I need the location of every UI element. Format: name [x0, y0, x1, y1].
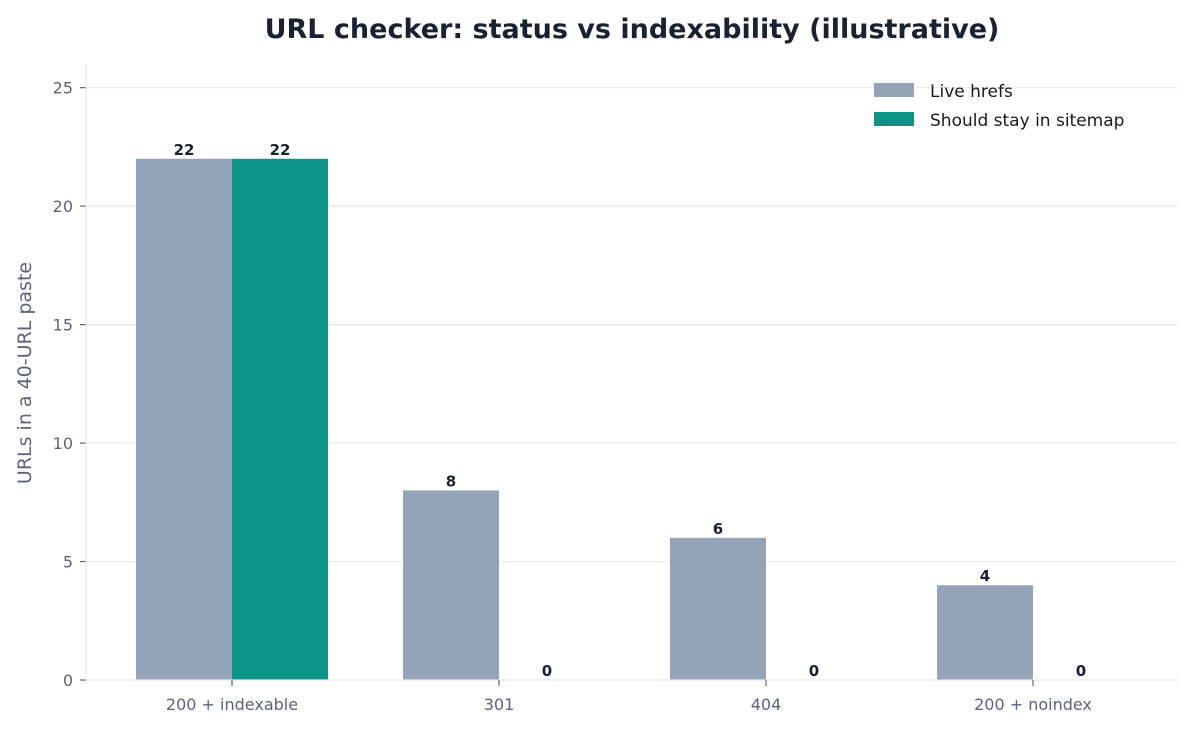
data-label: 22 — [174, 141, 195, 159]
legend-label: Should stay in sitemap — [930, 111, 1124, 131]
legend-swatch — [874, 83, 914, 97]
y-tick-label: 25 — [53, 79, 73, 98]
y-tick-label: 20 — [53, 197, 73, 216]
x-tick-label: 404 — [751, 695, 782, 714]
y-tick-label: 5 — [63, 553, 73, 572]
data-labels: 22 22 8 0 6 0 4 0 — [174, 141, 1087, 680]
y-axis-label: URLs in a 40-URL paste — [14, 262, 36, 484]
bar — [937, 585, 1033, 680]
legend-label: Live hrefs — [930, 82, 1013, 102]
data-label: 6 — [713, 520, 723, 538]
legend: Live hrefs Should stay in sitemap — [874, 82, 1124, 131]
y-tick-label: 10 — [53, 434, 73, 453]
data-label: 22 — [270, 141, 291, 159]
data-label: 0 — [809, 662, 819, 680]
legend-swatch — [874, 112, 914, 126]
data-label: 4 — [980, 567, 990, 585]
chart-title: URL checker: status vs indexability (ill… — [265, 14, 1000, 45]
bar — [670, 537, 766, 680]
y-tick-label: 15 — [53, 316, 73, 335]
data-label: 8 — [446, 472, 456, 490]
data-label: 0 — [542, 662, 552, 680]
bar — [232, 158, 328, 680]
axes: 0 5 10 15 20 25 200 + indexable 301 404 200 + noi… — [53, 64, 1178, 714]
x-tick-label: 200 + indexable — [166, 695, 298, 714]
data-label: 0 — [1076, 662, 1086, 680]
bar — [403, 490, 499, 680]
bar — [136, 158, 232, 680]
bars — [136, 158, 1033, 680]
y-tick-label: 0 — [63, 671, 73, 690]
x-tick-label: 301 — [484, 695, 515, 714]
x-tick-label: 200 + noindex — [974, 695, 1092, 714]
